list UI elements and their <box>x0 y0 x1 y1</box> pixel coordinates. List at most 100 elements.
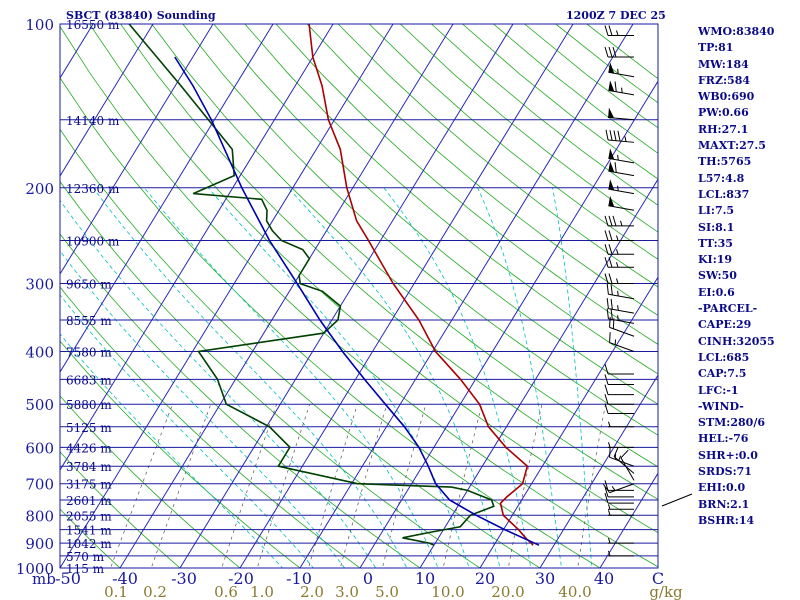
wind-barb <box>604 230 634 241</box>
mixing-ratio-label: 3.0 <box>335 583 359 600</box>
height-label: 10900 m <box>66 234 120 248</box>
index-line: STM:280/6 <box>698 416 765 430</box>
wind-barb <box>613 446 635 474</box>
mixing-ratio-label: 0.6 <box>214 583 238 600</box>
moist-adiabat-line <box>144 187 439 568</box>
index-line: WMO:83840 <box>698 25 775 38</box>
mixing-ratio-label: 40.0 <box>558 583 591 600</box>
isotherm-line <box>599 472 658 568</box>
moist-adiabat-line <box>60 250 346 568</box>
wind-barb-half <box>608 442 611 448</box>
wind-barb-full <box>620 449 629 459</box>
wind-barb <box>604 273 634 285</box>
dry-adiabat-line <box>60 233 421 568</box>
wind-barb-full <box>610 284 613 296</box>
wind-barb-half <box>616 262 619 268</box>
wind-barb <box>608 80 635 96</box>
height-label: 9650 m <box>66 278 112 292</box>
height-label: 16550 m <box>66 18 120 32</box>
wind-barb-full <box>608 244 613 255</box>
wind-barb <box>604 257 634 268</box>
isotherm-line <box>419 178 658 568</box>
mixing-ratio-unit: g/kg <box>649 583 683 600</box>
wind-barb-full <box>604 394 609 405</box>
dry-adiabat-line <box>337 24 658 288</box>
wind-barb <box>604 46 634 58</box>
wind-barb-full <box>604 403 609 414</box>
wind-barb-full <box>608 215 613 227</box>
height-label: 6683 m <box>66 373 112 387</box>
index-line: SRDS:71 <box>698 465 752 479</box>
moist-adiabat-line <box>92 187 408 568</box>
wind-barb-half <box>608 537 611 544</box>
dry-adiabat-line <box>182 24 658 436</box>
moist-adiabat-line <box>477 187 562 568</box>
wind-barb-full <box>604 486 609 498</box>
mixing-ratio-line <box>577 404 606 568</box>
index-line: L57:4.8 <box>698 171 745 185</box>
wind-barb-full <box>608 257 613 268</box>
wind-barb-staff <box>608 293 635 300</box>
wind-barb-flag <box>608 107 615 119</box>
dry-adiabat-line <box>60 25 658 568</box>
wind-barb-staff <box>608 139 635 143</box>
wind-barb-half <box>611 486 616 491</box>
temperature-trace <box>308 24 534 546</box>
isotherm-line <box>539 374 658 568</box>
isotherm-line <box>479 276 658 568</box>
index-line: HEL:-76 <box>698 432 749 446</box>
dry-adiabat-line <box>60 340 301 568</box>
dry-adiabat-line <box>60 508 121 568</box>
wind-barb-full <box>604 363 609 375</box>
dry-adiabat-line <box>368 24 658 260</box>
mixing-ratio-label: 5.0 <box>375 583 399 600</box>
mixing-ratio-label: 10.0 <box>431 583 464 600</box>
dry-adiabat-line <box>275 24 658 345</box>
temperature-tick-label: -20 <box>228 569 254 588</box>
mixing-ratio-line <box>339 404 388 568</box>
wind-barb-full <box>604 230 609 241</box>
wind-barb-half <box>608 421 611 427</box>
pressure-tick-label: 100 <box>25 16 54 34</box>
index-line: TP:81 <box>698 41 734 55</box>
pressure-tick-label: 400 <box>25 344 54 362</box>
wind-barb <box>606 283 635 300</box>
wind-barb-half <box>608 510 611 516</box>
wind-barb <box>606 298 635 314</box>
wind-barb <box>608 148 635 164</box>
isotherm-line <box>179 24 514 568</box>
index-line: LCL:837 <box>698 187 750 201</box>
moist-adiabat-line <box>207 187 470 568</box>
wind-barb-full <box>604 25 609 36</box>
dry-adiabat-line <box>151 24 658 468</box>
chart-title: SBCT (83840) Sounding <box>66 9 216 22</box>
wind-barb-half <box>616 30 619 36</box>
index-line: -WIND- <box>698 399 744 413</box>
mixing-ratio-line <box>150 404 212 568</box>
isotherm-line <box>239 24 574 568</box>
dry-adiabat-line <box>306 24 658 316</box>
wind-barb-full <box>610 309 613 320</box>
wind-barb <box>609 332 635 352</box>
height-label: 1541 m <box>66 524 112 538</box>
index-line: SW:50 <box>698 269 737 283</box>
index-line: CINH:32055 <box>698 334 775 348</box>
wind-barb-flag <box>608 80 615 92</box>
height-label: 3784 m <box>66 460 112 474</box>
index-line: WB0:690 <box>698 90 755 104</box>
pressure-tick-label: 800 <box>25 507 54 525</box>
height-label: 14140 m <box>66 114 120 128</box>
wind-barb-full <box>604 384 609 395</box>
mixing-ratio-label: 20.0 <box>491 583 524 600</box>
pressure-tick-label: 700 <box>25 476 54 494</box>
wind-barb-flag <box>608 62 615 74</box>
temperature-tick-label: -30 <box>171 569 197 588</box>
temperature-tick-label: -10 <box>286 569 312 588</box>
wind-barb-flag <box>608 195 615 207</box>
wind-barb-full <box>604 46 609 58</box>
wind-barb-full <box>604 215 609 227</box>
wind-barb-full <box>604 257 609 268</box>
temperature-tick-label: 10 <box>415 569 435 588</box>
height-label: 570 m <box>66 550 105 564</box>
